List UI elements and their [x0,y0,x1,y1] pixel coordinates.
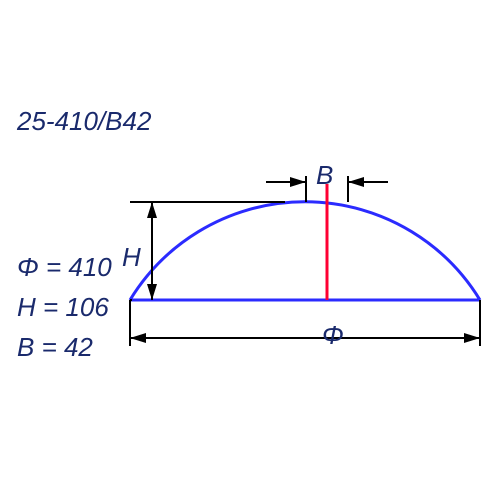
diagram-svg [0,0,500,500]
phi-value-line: Φ = 410 [17,252,112,283]
diagram-stage: 25-410/B42 Φ = 410 H = 106 B = 42 B H Φ [0,0,500,500]
b-symbol-label: B [316,160,333,191]
part-title: 25-410/B42 [17,106,151,137]
h-symbol-label: H [122,242,141,273]
h-value-line: H = 106 [17,292,109,323]
b-value-line: B = 42 [17,332,93,363]
phi-symbol-label: Φ [322,320,344,351]
